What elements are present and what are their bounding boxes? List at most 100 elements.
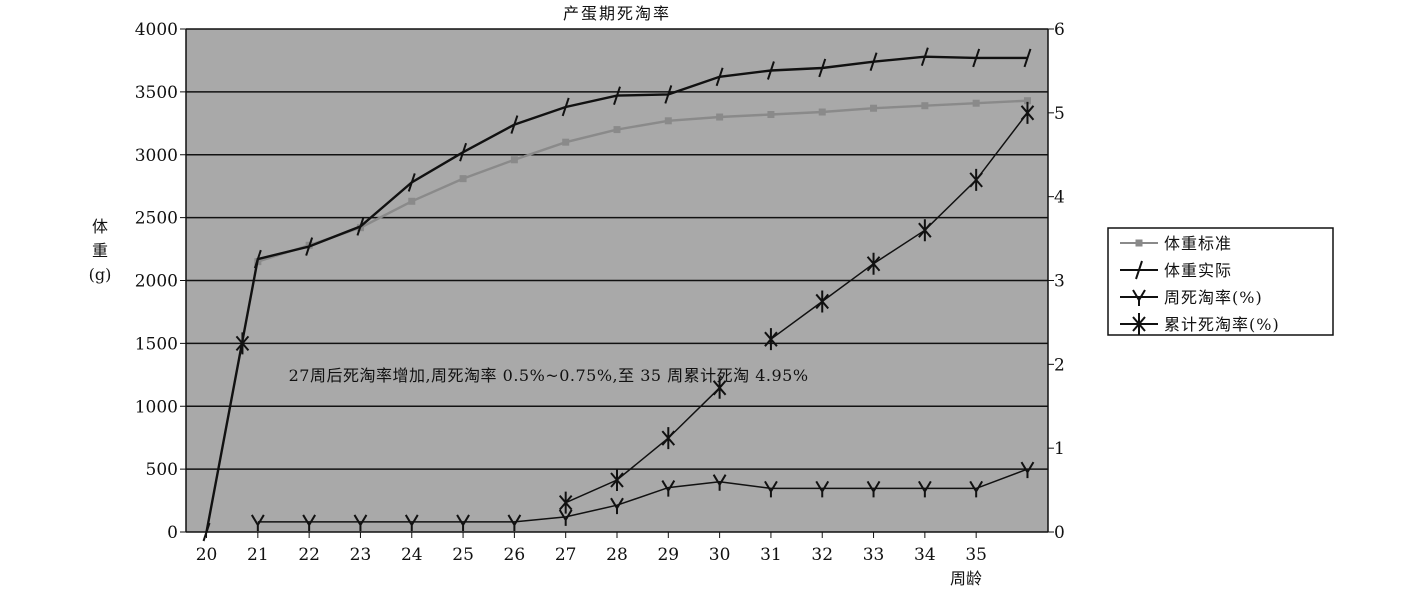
series-3 [235, 101, 1035, 514]
x-tick-label: 34 [914, 545, 936, 565]
y2-tick-label: 2 [1054, 355, 1065, 375]
series-layer [202, 47, 1035, 542]
data-point [764, 328, 778, 351]
data-point [918, 219, 932, 242]
data-point [715, 67, 724, 87]
x-tick-label: 32 [811, 545, 833, 565]
data-point [561, 97, 570, 117]
y-tick-label: 1500 [135, 334, 178, 354]
series-line-2-0 [257, 468, 1028, 523]
data-point [562, 138, 570, 146]
x-tick-label: 27 [555, 545, 577, 565]
y-tick-label: 2500 [135, 209, 178, 229]
legend-label: 累计死淘率(%) [1164, 315, 1280, 334]
data-point [250, 514, 265, 531]
data-point [510, 115, 519, 134]
data-point [510, 156, 518, 164]
annotations: 27周后死淘率增加,周死淘率 0.5%~0.75%,至 35 周累计死淘 4.9… [289, 366, 809, 385]
data-point [305, 237, 314, 256]
data-point [815, 480, 830, 498]
data-point [1020, 101, 1035, 124]
y2-axis-ticks: 0 1 2 3 4 5 6 [1048, 20, 1065, 543]
data-point [253, 249, 262, 269]
y-tick-label: 500 [146, 460, 178, 480]
y-axis-title-char: 重 [92, 241, 108, 260]
legend-marker-3 [1132, 313, 1146, 335]
x-tick-label: 28 [606, 545, 628, 565]
data-point [235, 332, 250, 355]
data-point [764, 480, 778, 498]
data-point [767, 111, 775, 119]
data-point [202, 522, 211, 542]
data-point [972, 99, 980, 107]
data-point [661, 427, 676, 450]
y-tick-label: 4000 [135, 20, 178, 40]
x-tick-label: 26 [504, 545, 526, 565]
data-point [969, 168, 983, 191]
x-tick-label: 21 [247, 545, 269, 565]
data-point [610, 497, 624, 515]
legend-marker-0 [1135, 239, 1143, 247]
data-point [866, 480, 881, 498]
data-point [302, 514, 317, 531]
y-axis-ticks: 0 500 1000 1500 2000 2500 3000 3500 4000 [135, 20, 186, 543]
data-point [1020, 461, 1035, 479]
gridlines [186, 28, 1048, 470]
data-point [815, 290, 829, 313]
series-1 [202, 47, 1032, 542]
data-point [921, 102, 929, 110]
legend-label: 体重实际 [1164, 261, 1232, 280]
legend-box [1107, 227, 1334, 336]
x-tick-label: 22 [298, 545, 320, 565]
data-point [664, 85, 673, 104]
series-line-0-0 [257, 99, 1028, 263]
data-point [866, 252, 881, 275]
y2-tick-label: 6 [1054, 20, 1065, 40]
legend-marker-1 [1135, 260, 1143, 280]
y2-tick-label: 1 [1054, 439, 1065, 459]
y-tick-label: 2000 [135, 272, 178, 292]
annotation-text: 27周后死淘率增加,周死淘率 0.5%~0.75%,至 35 周累计死淘 4.9… [289, 366, 809, 385]
y2-tick-label: 3 [1054, 272, 1065, 292]
data-point [818, 58, 827, 78]
x-tick-label: 24 [401, 545, 423, 565]
data-point [407, 173, 416, 192]
y2-tick-label: 0 [1054, 523, 1065, 543]
legend-label: 体重标准 [1164, 234, 1232, 253]
x-tick-label: 30 [709, 545, 731, 565]
x-axis-ticks: 20 21 22 23 24 25 26 27 28 29 30 31 32 33 34 35 [196, 532, 987, 565]
series-line-3-1 [565, 387, 721, 504]
data-point [613, 86, 621, 105]
data-point [558, 509, 573, 526]
series-line-3-2 [770, 112, 1029, 340]
legend-marker-2 [1132, 289, 1146, 306]
x-tick-label: 33 [863, 545, 885, 565]
data-point [456, 514, 470, 531]
y-axis-title-char: 体 [92, 217, 108, 236]
y-axis-title-unit: (g) [89, 265, 112, 284]
data-point [1023, 97, 1031, 105]
x-tick-label: 25 [452, 545, 474, 565]
x-tick-label: 35 [965, 545, 987, 565]
data-point [818, 108, 826, 116]
data-point [558, 491, 573, 514]
x-tick-label: 23 [350, 545, 372, 565]
y-tick-label: 3500 [135, 83, 178, 103]
data-point [1023, 48, 1032, 68]
data-point [404, 514, 419, 531]
y-axis-title: 体重 (g) [89, 217, 112, 284]
data-point [353, 514, 368, 531]
x-tick-label: 29 [657, 545, 679, 565]
data-point [661, 480, 676, 497]
x-tick-label: 20 [196, 545, 218, 565]
data-point [664, 117, 672, 125]
data-point [712, 376, 727, 399]
legend-label: 周死淘率(%) [1164, 288, 1263, 307]
data-point [459, 142, 468, 162]
data-point [972, 48, 981, 68]
data-point [507, 514, 522, 531]
data-point [613, 126, 621, 134]
data-point [356, 217, 365, 236]
